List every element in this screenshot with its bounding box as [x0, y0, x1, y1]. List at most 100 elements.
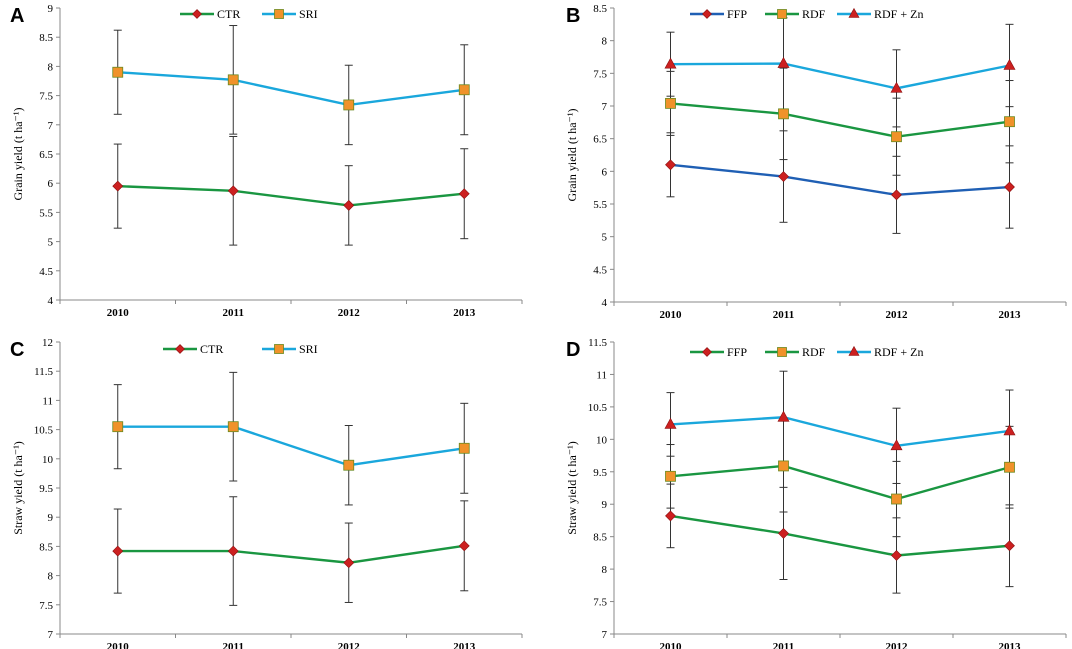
y-tick-label: 7.5 — [593, 597, 607, 609]
legend-marker-ctr — [192, 9, 202, 19]
y-tick-label: 9.5 — [593, 467, 607, 479]
series-line-rdf — [670, 464, 1010, 501]
data-point-rdf — [1004, 116, 1015, 128]
data-point-rdf — [891, 131, 902, 143]
legend-label-rdf-zn: RDF + Zn — [874, 345, 923, 359]
series-line-ffp — [670, 163, 1010, 197]
data-point-rdf — [665, 470, 676, 482]
chart-panel-d: D 7 7.5 8 8.5 9 9.5 10 10.5 11 11.5 2010 2011 2012 201… — [565, 337, 1067, 649]
data-point-ffp — [891, 550, 902, 561]
y-tick-label: 8 — [602, 36, 608, 48]
x-tick-label: 2010 — [107, 307, 130, 319]
y-tick-label: 11.5 — [588, 337, 607, 349]
y-tick-label: 9 — [48, 3, 54, 15]
series-line-ctr — [117, 184, 465, 207]
data-point-sri — [112, 66, 124, 78]
legend-marker-sri — [274, 344, 284, 354]
y-tick-label: 8.5 — [39, 541, 53, 553]
series-line-sri — [117, 425, 465, 467]
data-point-ctr — [112, 180, 124, 192]
data-point-ctr — [227, 545, 239, 557]
y-tick-label: 11 — [596, 369, 607, 381]
data-point-ffp — [778, 527, 789, 539]
data-point-rdf-zn — [890, 81, 903, 93]
y-tick-label: 9.5 — [39, 483, 53, 495]
x-tick-label: 2011 — [223, 307, 244, 319]
legend-marker-ffp — [702, 9, 712, 19]
data-point-rdf-zn — [664, 57, 677, 69]
data-point-ctr — [343, 557, 355, 569]
data-point-sri — [112, 421, 124, 433]
y-tick-label: 9 — [48, 512, 54, 524]
y-axis-label: Grain yield (t ha⁻¹) — [11, 108, 25, 201]
series-line-rdf — [670, 102, 1010, 138]
y-tick-label: 10 — [596, 434, 608, 446]
y-tick-label: 11 — [42, 395, 53, 407]
data-point-ctr — [112, 545, 124, 557]
y-tick-label: 7 — [602, 629, 608, 641]
x-tick-label: 2013 — [999, 641, 1022, 649]
data-point-rdf-zn — [777, 56, 790, 68]
y-tick-label: 4.5 — [39, 266, 53, 278]
data-point-sri — [343, 99, 355, 111]
data-point-rdf — [891, 493, 902, 505]
y-tick-label: 7.5 — [39, 91, 53, 103]
data-point-rdf — [778, 108, 789, 120]
x-tick-label: 2013 — [999, 309, 1022, 321]
panel-letter: B — [566, 5, 580, 27]
legend-label-ctr: CTR — [200, 342, 223, 356]
y-tick-label: 5.5 — [593, 199, 607, 211]
legend-marker-ffp — [702, 347, 712, 357]
data-point-sri — [343, 459, 355, 471]
panel-letter: C — [10, 339, 24, 361]
y-tick-label: 10 — [42, 454, 54, 466]
legend-label-sri: SRI — [299, 7, 318, 21]
legend-label-ffp: FFP — [727, 345, 747, 359]
x-tick-label: 2012 — [886, 641, 909, 649]
series-line-ctr — [117, 544, 465, 564]
x-tick-label: 2013 — [453, 307, 476, 319]
y-tick-label: 11.5 — [34, 366, 53, 378]
y-tick-label: 6 — [602, 166, 608, 178]
y-tick-label: 7 — [602, 101, 608, 113]
data-point-rdf-zn — [1003, 424, 1016, 436]
data-point-rdf-zn — [777, 410, 790, 422]
y-tick-label: 8.5 — [593, 532, 607, 544]
chart-panel-b: B 4 4.5 5 5.5 6 6.5 7 7.5 8 8.5 2010 2011 2012 2013 Gra… — [565, 3, 1067, 321]
data-point-sri — [227, 421, 239, 433]
data-point-ffp — [665, 159, 676, 171]
y-tick-label: 10.5 — [588, 402, 608, 414]
legend-marker-rdf — [777, 9, 787, 19]
legend-label-rdf: RDF — [802, 7, 826, 21]
data-point-sri — [458, 442, 470, 454]
y-axis-label: Straw yield (t ha⁻¹) — [11, 441, 25, 535]
legend-marker-rdf — [777, 347, 787, 357]
x-tick-label: 2010 — [660, 309, 683, 321]
x-tick-label: 2010 — [660, 641, 683, 649]
data-point-ffp — [665, 510, 676, 522]
y-tick-label: 5.5 — [39, 207, 53, 219]
y-tick-label: 9 — [602, 499, 608, 511]
x-tick-label: 2011 — [773, 309, 794, 321]
y-axis-label: Straw yield (t ha⁻¹) — [565, 441, 579, 535]
data-point-ffp — [1004, 181, 1015, 193]
y-tick-label: 5 — [602, 232, 608, 244]
y-tick-label: 4.5 — [593, 264, 607, 276]
y-tick-label: 8 — [48, 571, 54, 583]
data-point-sri — [458, 84, 470, 96]
series-line-sri — [117, 71, 465, 107]
y-tick-label: 7.5 — [39, 600, 53, 612]
y-tick-label: 5 — [48, 237, 54, 249]
y-tick-label: 7 — [48, 120, 54, 132]
x-tick-label: 2012 — [886, 309, 909, 321]
y-tick-label: 12 — [42, 337, 53, 349]
data-point-rdf-zn — [664, 417, 677, 429]
panel-letter: D — [566, 339, 580, 361]
y-tick-label: 6 — [48, 178, 54, 190]
y-tick-label: 8 — [602, 564, 608, 576]
data-point-ffp — [1004, 540, 1015, 552]
data-point-ctr — [227, 185, 239, 197]
x-tick-label: 2010 — [107, 641, 130, 649]
y-axis-label: Grain yield (t ha⁻¹) — [565, 109, 579, 202]
data-point-sri — [227, 74, 239, 86]
